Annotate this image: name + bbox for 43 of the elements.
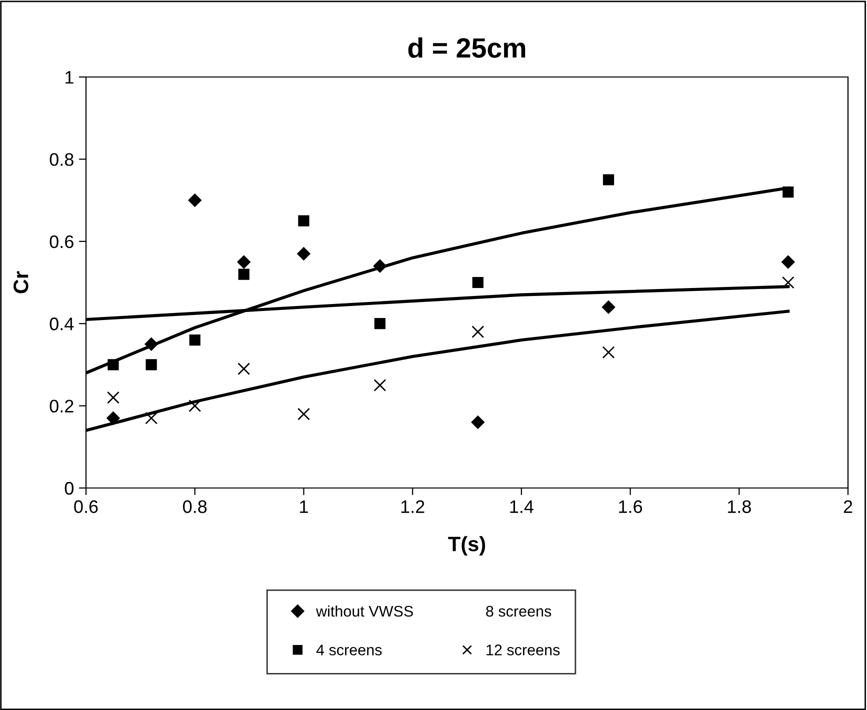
x-tick-label: 1.4 xyxy=(510,500,534,513)
point xyxy=(782,276,794,289)
point xyxy=(106,391,120,404)
point xyxy=(471,416,484,429)
legend-label: without VWSS xyxy=(316,605,413,617)
x-tick-label: 2 xyxy=(844,500,852,513)
point xyxy=(188,194,202,207)
point xyxy=(472,276,484,288)
point xyxy=(145,412,158,424)
x-tick-label: 1.6 xyxy=(619,500,642,514)
y-tick-label: 0 xyxy=(64,482,74,495)
legend-label: 4 screens xyxy=(316,644,382,656)
x-tick-label: 1 xyxy=(300,500,308,513)
legend-label: 8 screens xyxy=(486,606,552,617)
point xyxy=(188,400,202,412)
x-axis-title: T(s) xyxy=(448,536,486,556)
point xyxy=(297,408,310,420)
y-axis-title: Cr xyxy=(14,271,28,294)
point xyxy=(374,318,386,330)
x-tick-label: 0.8 xyxy=(183,500,207,514)
point xyxy=(297,247,310,260)
x-tick-label: 1.8 xyxy=(728,500,751,514)
y-tick-label: 1 xyxy=(66,71,74,84)
point xyxy=(146,359,157,370)
y-tick-label: 0.8 xyxy=(50,153,74,166)
point xyxy=(472,326,484,338)
point xyxy=(602,174,614,186)
point xyxy=(238,362,250,376)
chart-title: d = 25cm xyxy=(408,37,526,58)
point xyxy=(298,215,310,226)
point xyxy=(189,334,200,346)
point xyxy=(602,300,616,314)
y-tick-label: 0.2 xyxy=(50,400,74,413)
point xyxy=(238,268,250,280)
point xyxy=(782,255,795,269)
legend-label: 12 screens xyxy=(486,644,560,656)
point xyxy=(602,346,615,359)
x-tick-label: 1.2 xyxy=(401,500,424,513)
y-tick-label: 0.4 xyxy=(50,318,74,330)
y-tick-label: 0.6 xyxy=(50,235,74,248)
x-tick-label: 0.6 xyxy=(74,500,98,514)
point xyxy=(374,379,386,392)
point xyxy=(237,255,250,269)
